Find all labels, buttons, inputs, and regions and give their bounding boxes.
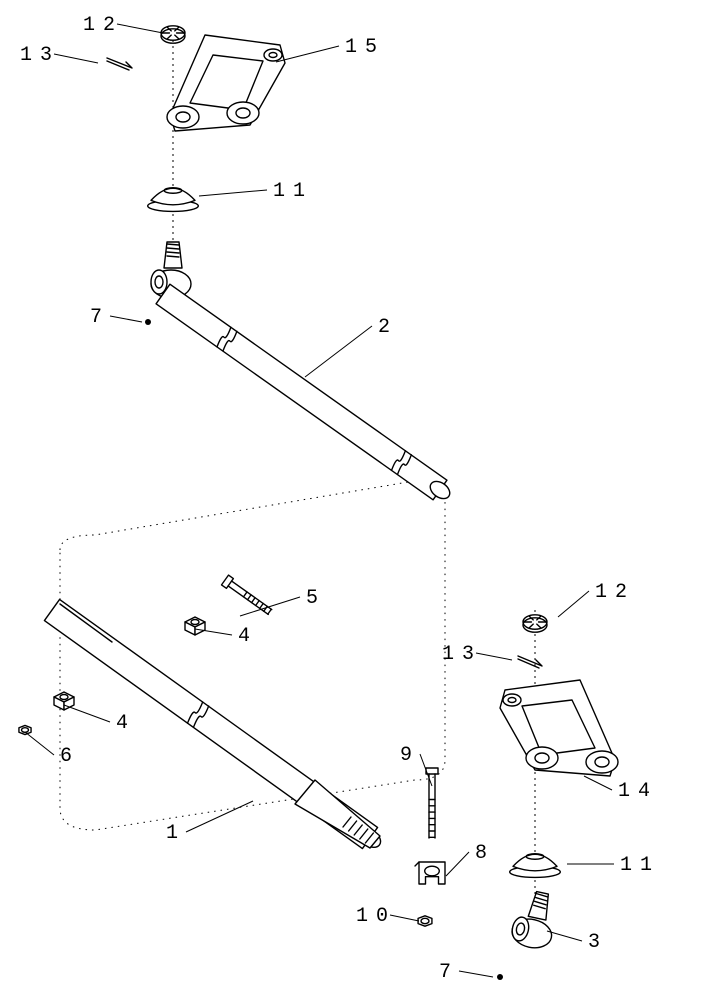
- hex-nut-6: [19, 725, 31, 734]
- callout-14: 14: [584, 776, 658, 803]
- callout-label-5: 5: [306, 587, 326, 610]
- callout-label-12b: 12: [595, 581, 635, 604]
- callout-label-8: 8: [475, 842, 495, 865]
- callout-7b: 7: [439, 961, 493, 984]
- callout-label-6: 6: [60, 745, 80, 768]
- callout-label-1: 1: [166, 822, 186, 845]
- grease-plug-7a: [145, 319, 151, 325]
- ball-joint-3: [509, 888, 560, 951]
- bolt-9: [426, 768, 438, 838]
- callout-label-2: 2: [378, 316, 398, 339]
- rod-2: [156, 284, 453, 502]
- callout-label-9: 9: [400, 744, 420, 767]
- callout-10: 10: [356, 905, 419, 928]
- callout-label-3: 3: [588, 931, 608, 954]
- hex-nut-10: [418, 916, 432, 926]
- callout-13b: 13: [442, 643, 512, 666]
- callout-label-4b: 4: [116, 712, 136, 735]
- callout-12a: 12: [83, 14, 163, 37]
- rod-1-tip: [295, 780, 380, 848]
- callout-label-11a: 11: [273, 180, 313, 203]
- callout-label-15: 15: [345, 36, 385, 59]
- cotter-pin-13b: [518, 656, 542, 668]
- slotted-nut-12b: [523, 615, 547, 632]
- callout-label-11b: 11: [620, 854, 660, 877]
- callout-label-7a: 7: [90, 306, 110, 329]
- callout-label-12a: 12: [83, 14, 123, 37]
- callout-8: 8: [446, 842, 495, 876]
- callout-label-13b: 13: [442, 643, 482, 666]
- callout-11b: 11: [567, 854, 660, 877]
- slotted-nut-12a: [161, 26, 185, 43]
- callout-label-14: 14: [618, 780, 658, 803]
- callout-label-4a: 4: [238, 625, 258, 648]
- callout-2: 2: [305, 316, 398, 377]
- dust-cap-11b: [510, 854, 561, 878]
- callout-9: 9: [400, 744, 432, 786]
- callout-12b: 12: [558, 581, 635, 617]
- grease-plug-7b: [497, 974, 503, 980]
- callout-6: 6: [25, 732, 80, 768]
- callout-4b: 4: [64, 705, 136, 735]
- dust-cap-11a: [148, 188, 199, 212]
- parts-diagram: 12 13 15 11 7 2 5 4 12 13 4 6 9 14 1 8 11 10 3 7: [0, 0, 712, 1000]
- callout-15: 15: [276, 36, 385, 62]
- callout-11a: 11: [199, 180, 313, 203]
- callout-label-7b: 7: [439, 961, 459, 984]
- clip-4a: [185, 617, 205, 635]
- callout-label-13a: 13: [20, 44, 60, 67]
- callout-13a: 13: [20, 44, 98, 67]
- bracket-14: [500, 680, 618, 776]
- callout-label-10: 10: [356, 905, 396, 928]
- clamp-8: [415, 862, 445, 884]
- bracket-15: [167, 35, 285, 131]
- cotter-pin-13a: [107, 58, 132, 70]
- callout-3: 3: [547, 931, 608, 954]
- callout-7a: 7: [90, 306, 142, 329]
